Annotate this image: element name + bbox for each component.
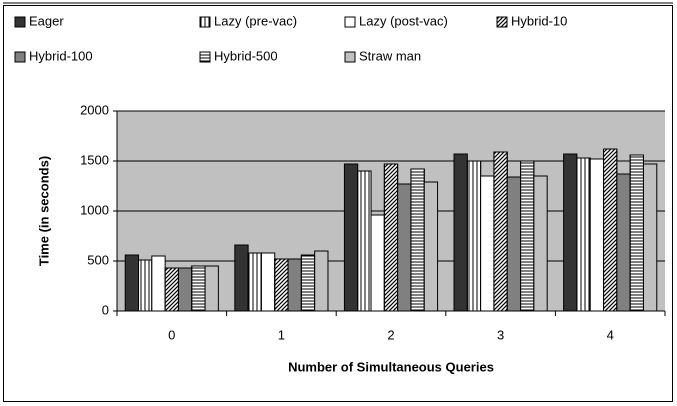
bar bbox=[234, 244, 249, 312]
bar bbox=[533, 175, 548, 312]
bar bbox=[164, 267, 179, 312]
y-tick-label: 1500 bbox=[80, 152, 109, 167]
bar bbox=[506, 176, 522, 312]
x-tick-label: 4 bbox=[607, 327, 614, 342]
bar bbox=[603, 148, 618, 312]
bar bbox=[616, 173, 631, 312]
bar bbox=[151, 255, 166, 312]
y-tick-label: 0 bbox=[102, 302, 109, 317]
bar bbox=[629, 154, 644, 312]
bar bbox=[300, 254, 316, 312]
legend-swatch bbox=[199, 51, 211, 63]
legend-label: Lazy (pre-vac) bbox=[214, 13, 297, 28]
y-tick-label: 2000 bbox=[80, 102, 109, 117]
bar bbox=[563, 153, 578, 312]
bar bbox=[124, 254, 140, 312]
bar bbox=[191, 265, 206, 312]
bar bbox=[343, 163, 359, 312]
x-tick-label: 1 bbox=[278, 327, 285, 342]
bar bbox=[370, 214, 385, 312]
bar bbox=[493, 151, 508, 312]
bar bbox=[576, 157, 591, 312]
bar bbox=[520, 160, 535, 312]
x-tick-label: 0 bbox=[168, 327, 175, 342]
legend-label: Eager bbox=[29, 13, 64, 28]
bar bbox=[642, 163, 658, 312]
bar bbox=[260, 252, 276, 312]
legend-label: Hybrid-100 bbox=[29, 48, 93, 63]
bar bbox=[466, 160, 482, 312]
x-axis-title: Number of Simultaneous Queries bbox=[288, 359, 494, 374]
x-tick-label: 2 bbox=[387, 327, 394, 342]
legend-swatch bbox=[14, 51, 26, 63]
bar bbox=[287, 258, 302, 312]
y-tick-label: 1000 bbox=[80, 202, 109, 217]
y-tick-label: 500 bbox=[87, 252, 109, 267]
bar bbox=[383, 163, 399, 312]
legend-label: Straw man bbox=[359, 48, 421, 63]
bar bbox=[410, 168, 425, 312]
bar bbox=[357, 170, 372, 312]
x-tick-label: 3 bbox=[497, 327, 504, 342]
bar bbox=[177, 267, 193, 312]
bar bbox=[274, 258, 289, 312]
bar bbox=[247, 252, 262, 312]
y-axis-title: Time (in seconds) bbox=[36, 156, 51, 266]
bar bbox=[423, 181, 439, 312]
legend-label: Hybrid-500 bbox=[214, 48, 278, 63]
bar bbox=[314, 250, 329, 312]
bar bbox=[138, 259, 153, 312]
legend-swatch bbox=[344, 16, 356, 28]
legend-swatch bbox=[344, 51, 356, 63]
bar bbox=[589, 158, 605, 312]
bar bbox=[480, 175, 495, 312]
bar bbox=[397, 183, 412, 312]
legend-label: Lazy (post-vac) bbox=[359, 13, 448, 28]
legend-swatch bbox=[14, 16, 26, 28]
bar bbox=[204, 265, 219, 312]
legend-label: Hybrid-10 bbox=[511, 13, 567, 28]
bar bbox=[453, 153, 468, 312]
legend-swatch bbox=[199, 16, 211, 28]
legend-swatch bbox=[496, 16, 508, 28]
